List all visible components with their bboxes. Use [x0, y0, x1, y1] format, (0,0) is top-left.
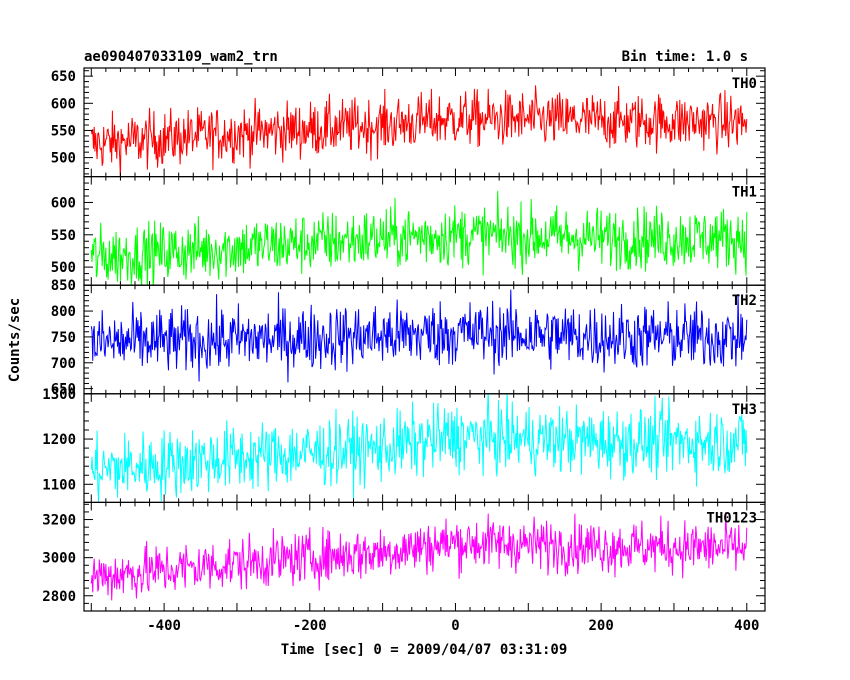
panel-th0: 500 550 600 650 TH0	[51, 67, 766, 178]
y-tick-label: 3200	[42, 513, 76, 529]
y-tick-label: 3000	[42, 551, 76, 567]
y-tick-label: 1100	[42, 477, 76, 493]
y-tick-label: 550	[51, 228, 76, 244]
series-line-th2	[90, 289, 748, 383]
y-tick-label: 800	[51, 304, 76, 320]
y-tick-label: 500	[51, 260, 76, 276]
y-tick-label: 550	[51, 123, 76, 139]
y-tick-label: 600	[51, 195, 76, 211]
y-tick-label: 700	[51, 356, 76, 372]
panel-th2: 650 700 750 800 850 TH2	[51, 278, 766, 398]
panel-th1: 500 550 600 TH1	[51, 176, 766, 286]
x-tick-label: 400	[734, 618, 759, 634]
panel-label-th0123: TH0123	[706, 510, 757, 526]
x-tick-label: 0	[451, 618, 459, 634]
series-line-th3	[90, 393, 748, 503]
panel-th3: 1100 1200 1300 TH3	[42, 387, 766, 503]
panels-group: 500 550 600 650 TH0 500 550 600 TH1 650 700 750 800 8…	[42, 67, 766, 612]
series-line-th0123	[90, 512, 748, 601]
panel-label-th1: TH1	[732, 185, 757, 201]
chart-title-right: Bin time: 1.0 s	[622, 49, 748, 65]
y-tick-label: 2800	[42, 589, 76, 605]
y-axis-label: Counts/sec	[7, 298, 23, 382]
chart-title-left: ae090407033109_wam2_trn	[84, 49, 278, 65]
panel-label-th2: TH2	[732, 293, 757, 309]
series-line-th0	[90, 85, 748, 177]
x-tick-label: 200	[588, 618, 613, 634]
series-line-th1	[90, 190, 748, 286]
x-axis: -400 -200 0 200 400	[147, 618, 759, 634]
y-tick-label: 600	[51, 96, 76, 112]
panel-th0123: 2800 3000 3200 TH0123	[42, 501, 766, 612]
panel-label-th0: TH0	[732, 76, 757, 92]
x-tick-label: -400	[147, 618, 181, 634]
panel-frame	[83, 284, 766, 395]
y-tick-label: 850	[51, 278, 76, 294]
y-tick-label: 750	[51, 330, 76, 346]
x-axis-label: Time [sec] 0 = 2009/04/07 03:31:09	[281, 642, 568, 658]
y-tick-label: 650	[51, 69, 76, 85]
y-tick-label: 500	[51, 151, 76, 167]
y-tick-label: 1300	[42, 387, 76, 403]
y-tick-label: 1200	[42, 432, 76, 448]
y-tick-label: 650	[51, 382, 76, 398]
x-tick-label: -200	[293, 618, 327, 634]
panel-frame	[83, 501, 766, 612]
panel-label-th3: TH3	[732, 402, 757, 418]
